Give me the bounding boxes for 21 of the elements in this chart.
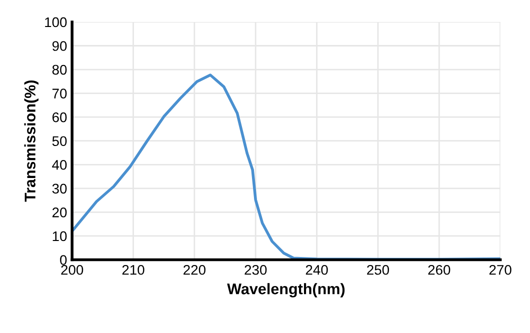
y-tick-label: 60 bbox=[52, 112, 67, 122]
y-tick-label: 80 bbox=[52, 64, 67, 75]
x-axis-title: Wavelength(nm) bbox=[227, 283, 345, 298]
x-tick-label: 230 bbox=[244, 264, 267, 275]
x-tick-label: 240 bbox=[306, 264, 328, 275]
y-tick-label: 70 bbox=[52, 88, 67, 98]
y-tick-label: 50 bbox=[52, 136, 67, 146]
x-tick-label: 260 bbox=[428, 264, 450, 275]
y-tick-label: 90 bbox=[52, 41, 67, 51]
y-tick-label: 0 bbox=[60, 255, 67, 265]
y-tick-label: 20 bbox=[52, 208, 67, 218]
x-tick-label: 270 bbox=[489, 264, 512, 275]
x-tick-label: 250 bbox=[367, 264, 390, 275]
y-tick-label: 10 bbox=[52, 231, 67, 242]
x-tick-label: 210 bbox=[122, 264, 144, 275]
x-tick-label: 200 bbox=[61, 264, 84, 275]
y-tick-label: 40 bbox=[52, 160, 67, 170]
x-tick-label: 220 bbox=[184, 264, 206, 275]
y-tick-label: 30 bbox=[52, 184, 67, 194]
y-axis-title: Transmission(%) bbox=[24, 80, 38, 202]
y-tick-label: 100 bbox=[45, 17, 67, 28]
